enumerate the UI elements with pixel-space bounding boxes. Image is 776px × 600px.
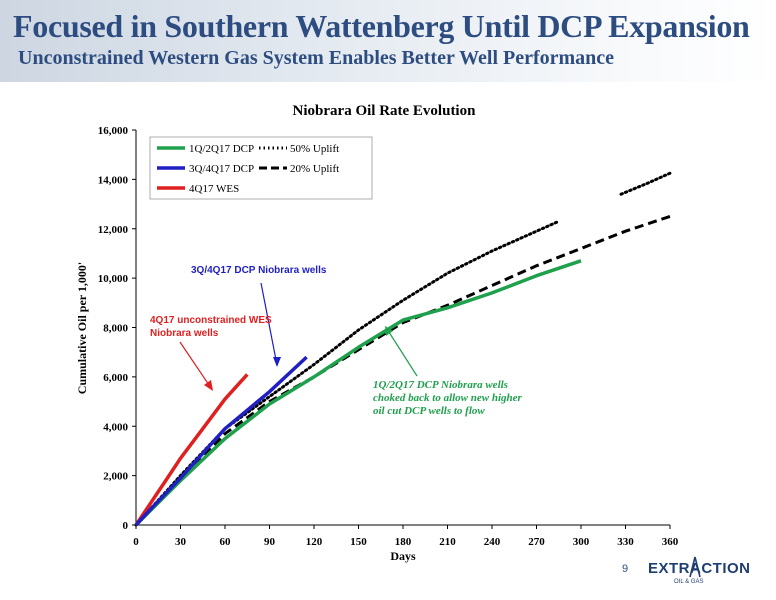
legend: 1Q/2Q17 DCP 3Q/4Q17 DCP 4Q17 WES 50% Upl… xyxy=(149,136,373,200)
x-tick-label: 210 xyxy=(439,536,456,548)
y-tick-label: 14,000 xyxy=(98,174,129,186)
series-lines xyxy=(134,171,672,527)
x-tick-label: 360 xyxy=(662,536,679,548)
annotation-red-arrow xyxy=(179,341,212,389)
y-tick-label: 2,000 xyxy=(103,471,128,483)
x-tick-label: 300 xyxy=(573,536,590,548)
x-tick-label: 150 xyxy=(350,536,367,548)
y-tick-label: 16,000 xyxy=(98,125,129,137)
x-tick-label: 180 xyxy=(395,536,412,548)
extraction-logo: EXTRACTION OIL & GAS xyxy=(648,556,750,594)
chart-title: Niobrara Oil Rate Evolution xyxy=(293,103,477,119)
annotations: 3Q/4Q17 DCP Niobrara wells 4Q17 unconstr… xyxy=(150,265,523,417)
derrick-icon xyxy=(689,556,701,578)
x-axis-label: Days xyxy=(390,549,416,563)
annotation-red-line2: Niobrara wells xyxy=(150,328,219,339)
annotation-red-arrowhead xyxy=(204,380,213,391)
slide-title: Focused in Southern Wattenberg Until DCP… xyxy=(13,8,750,44)
annotation-blue-line1: 3Q/4Q17 DCP Niobrara wells xyxy=(191,265,327,276)
legend-label-50-uplift: 50% Uplift xyxy=(290,143,339,155)
annotation-red-line1: 4Q17 unconstrained WES xyxy=(150,315,272,326)
slide-header: Focused in Southern Wattenberg Until DCP… xyxy=(0,0,776,82)
x-tick-label: 0 xyxy=(133,536,139,548)
x-ticks: 0 30 60 90 120 150 180 210 240 270 300 330 360 xyxy=(133,525,679,548)
x-tick-label: 30 xyxy=(175,536,187,548)
y-ticks: 0 2,000 4,000 6,000 8,000 10,000 12,000 14,000 1… xyxy=(98,125,136,532)
series-line-20-uplift xyxy=(134,214,671,527)
x-tick-label: 330 xyxy=(617,536,634,548)
x-tick-label: 60 xyxy=(220,536,232,548)
series-line-4q17-wes xyxy=(134,373,249,526)
x-tick-label: 90 xyxy=(264,536,276,548)
legend-label-1q2q17: 1Q/2Q17 DCP xyxy=(189,143,254,155)
y-axis-label: Cumulative Oil per 1,000' xyxy=(75,262,89,394)
logo-subtext: OIL & GAS xyxy=(674,579,704,585)
x-tick-label: 270 xyxy=(528,536,545,548)
series-line-3q-4q17-dcp xyxy=(134,355,308,527)
legend-label-20-uplift: 20% Uplift xyxy=(290,163,339,175)
annotation-green-line2: choked back to allow new higher xyxy=(373,392,523,404)
y-tick-label: 8,000 xyxy=(103,323,128,335)
x-tick-label: 120 xyxy=(306,536,323,548)
logo-text: EXTRACTION xyxy=(648,560,751,577)
annotation-green-arrow xyxy=(386,328,418,377)
legend-label-3q4q17: 3Q/4Q17 DCP xyxy=(189,163,254,175)
y-tick-label: 6,000 xyxy=(103,372,128,384)
page-number: 9 xyxy=(622,563,629,575)
legend-label-4q17wes: 4Q17 WES xyxy=(189,183,239,195)
series-line-50-uplift xyxy=(619,171,672,196)
annotation-green-line3: oil cut DCP wells to flow xyxy=(373,405,485,417)
x-tick-label: 240 xyxy=(484,536,501,548)
y-tick-label: 12,000 xyxy=(98,224,129,236)
annotation-green-line1: 1Q/2Q17 DCP Niobrara wells xyxy=(373,379,508,391)
annotation-green-arrowhead xyxy=(385,326,393,336)
y-tick-label: 0 xyxy=(123,520,129,532)
y-tick-label: 4,000 xyxy=(103,421,128,433)
slide-subtitle: Unconstrained Western Gas System Enables… xyxy=(18,47,615,69)
annotation-blue-arrowhead xyxy=(273,357,281,367)
annotation-blue-arrow xyxy=(260,282,278,366)
y-tick-label: 10,000 xyxy=(98,273,129,285)
